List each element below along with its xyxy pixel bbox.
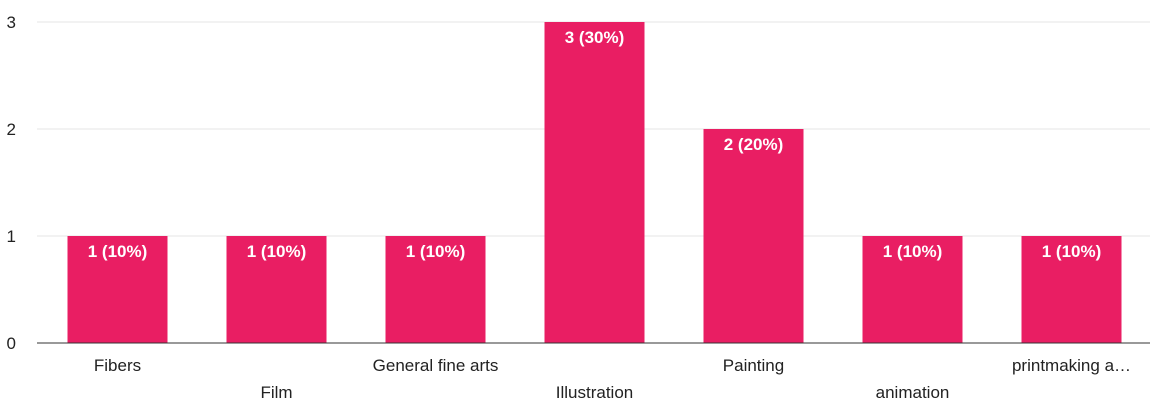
bar-data-label: 1 (10%) [406, 242, 466, 261]
x-tick-label: General fine arts [373, 356, 499, 375]
x-tick-label: Illustration [556, 383, 633, 402]
bar-data-label: 1 (10%) [883, 242, 943, 261]
bar[interactable] [544, 22, 645, 343]
bar-data-label: 1 (10%) [247, 242, 307, 261]
x-tick-label: Film [260, 383, 292, 402]
bar[interactable] [1021, 236, 1122, 343]
y-axis-ticks: 0 1 2 3 [7, 13, 16, 353]
x-tick-label: Painting [723, 356, 784, 375]
x-tick-label: animation [876, 383, 950, 402]
bar[interactable] [703, 129, 804, 343]
bar-data-label: 1 (10%) [1042, 242, 1102, 261]
y-tick-label: 0 [7, 334, 16, 353]
y-tick-label: 2 [7, 120, 16, 139]
bar-data-label: 3 (30%) [565, 28, 625, 47]
bar[interactable] [862, 236, 963, 343]
bar[interactable] [67, 236, 168, 343]
data-labels: 1 (10%) 1 (10%) 1 (10%) 3 (30%) 2 (20%) 1 (10… [88, 28, 1102, 261]
bar-data-label: 1 (10%) [88, 242, 148, 261]
y-tick-label: 1 [7, 227, 16, 246]
bar-data-label: 2 (20%) [724, 135, 784, 154]
bar[interactable] [385, 236, 486, 343]
bar[interactable] [226, 236, 327, 343]
x-tick-label: Fibers [94, 356, 141, 375]
x-tick-label: printmaking a… [1012, 356, 1131, 375]
x-axis-ticks: Fibers Film General fine arts Illustration P… [94, 356, 1131, 402]
y-tick-label: 3 [7, 13, 16, 32]
bars [67, 22, 1122, 343]
